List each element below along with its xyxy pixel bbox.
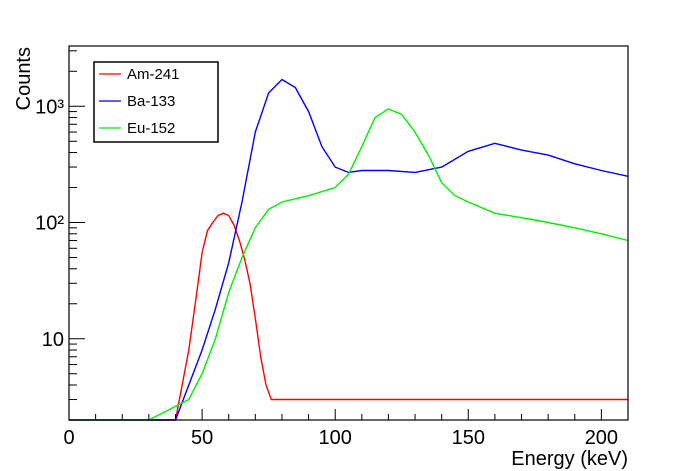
x-tick-label: 0 [63, 427, 74, 449]
tick-layer: 0 50 100 150 200 10 10² 10³ [35, 50, 629, 449]
plot-frame [68, 45, 629, 421]
x-axis-title: Energy (keV) [511, 448, 628, 470]
legend-label-eu152: Eu-152 [127, 120, 175, 137]
legend-label-ba133: Ba-133 [127, 93, 175, 110]
y-axis-title: Counts [13, 47, 35, 110]
legend: Am-241 Ba-133 Eu-152 [93, 61, 219, 143]
x-tick-label: 200 [585, 427, 618, 449]
x-tick-label: 100 [319, 427, 352, 449]
y-tick-label: 10 [42, 329, 64, 351]
y-tick-label: 10³ [35, 96, 64, 118]
series-line-ba133 [69, 78, 629, 421]
series-layer [69, 78, 629, 421]
series-line-eu152 [69, 108, 629, 421]
x-tick-label: 50 [191, 427, 213, 449]
legend-label-am241: Am-241 [127, 66, 180, 83]
x-tick-label: 150 [452, 427, 485, 449]
series-line-am241 [69, 212, 628, 421]
y-tick-label: 10² [35, 213, 64, 235]
legend-box [93, 61, 219, 143]
